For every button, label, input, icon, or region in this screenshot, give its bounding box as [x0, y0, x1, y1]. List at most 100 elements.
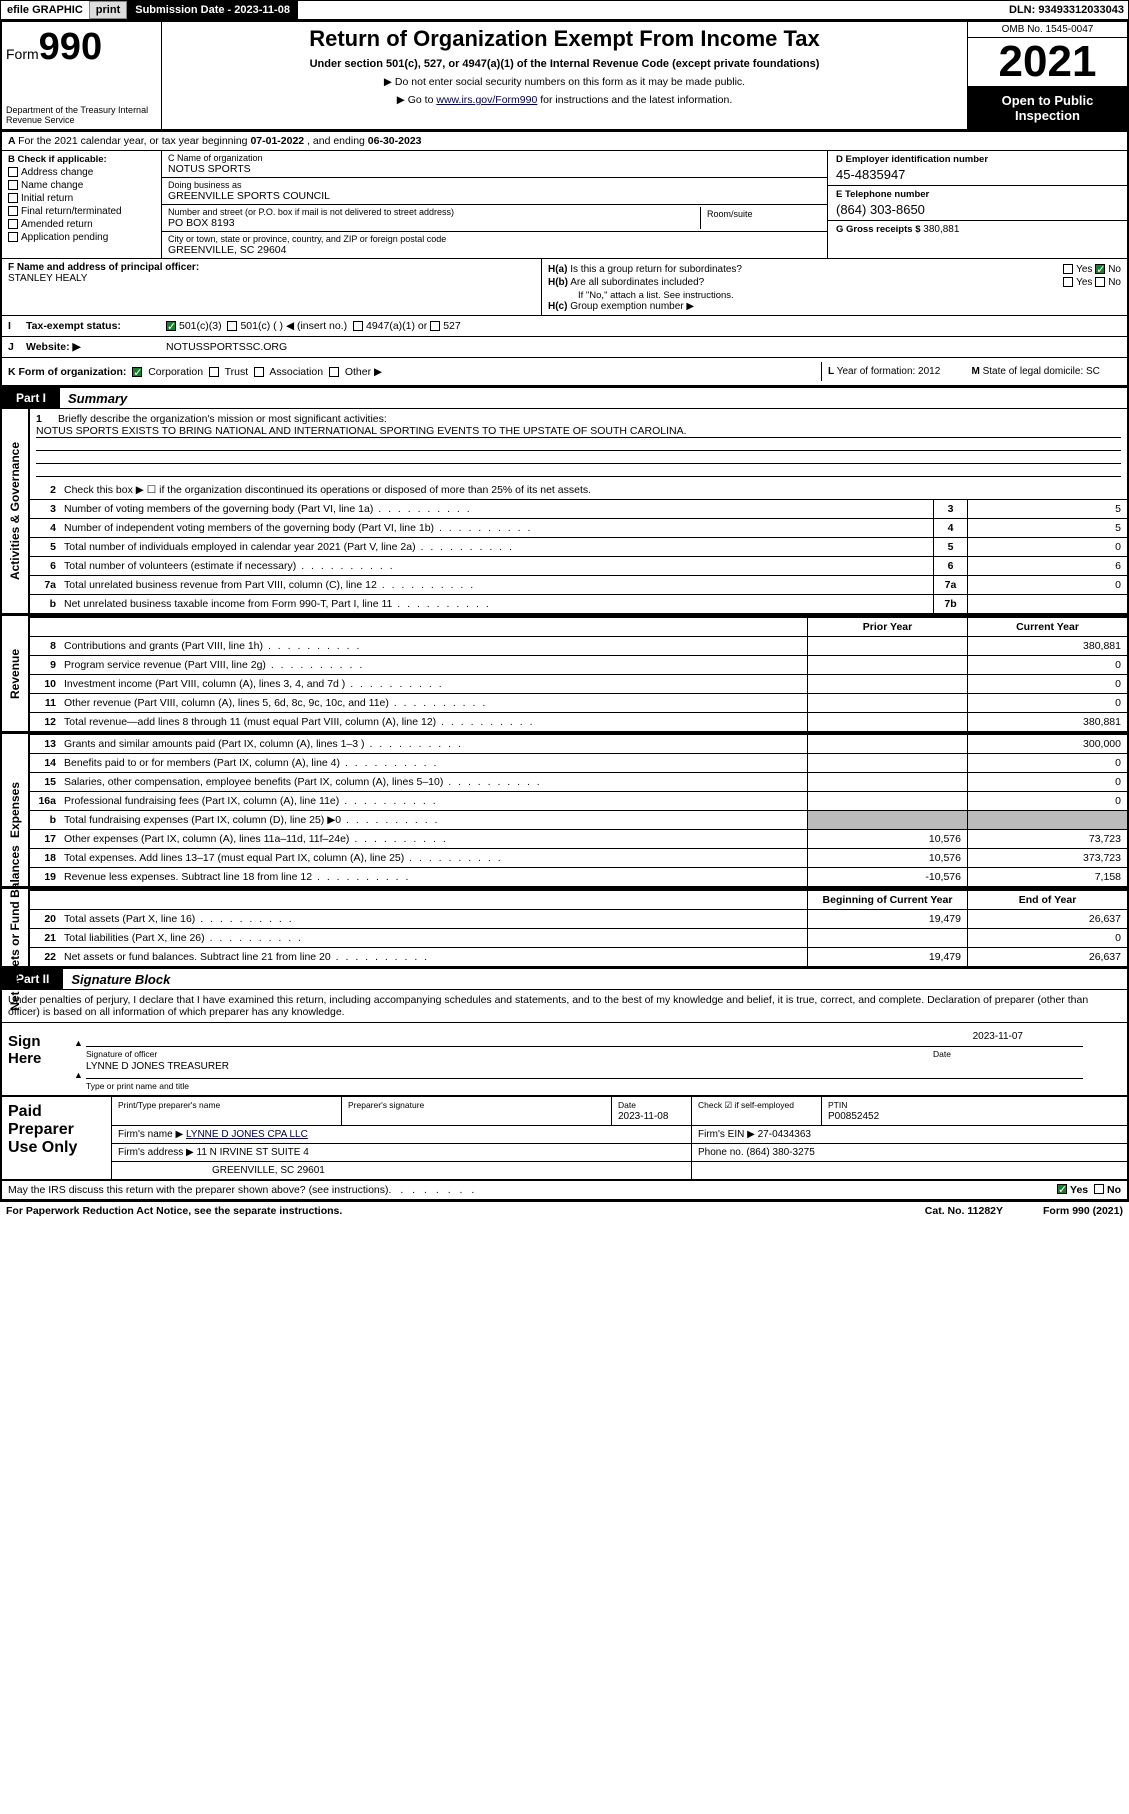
part-ii-header: Part II Signature Block [2, 969, 1127, 990]
col-current: Current Year [967, 618, 1127, 636]
sign-here-label: Sign Here [2, 1023, 72, 1095]
gov-line: bNet unrelated business taxable income f… [30, 594, 1127, 613]
paid-label: Paid Preparer Use Only [2, 1097, 112, 1179]
part-i-title: Summary [60, 391, 127, 406]
cb-trust[interactable] [209, 367, 219, 377]
ein-label: D Employer identification number [836, 154, 1119, 165]
sig-officer-cap: Signature of officer [76, 1049, 923, 1059]
paid-preparer-block: Paid Preparer Use Only Print/Type prepar… [2, 1097, 1127, 1181]
city-label: City or town, state or province, country… [168, 234, 821, 244]
dba-label: Doing business as [168, 180, 821, 190]
h-note: If "No," attach a list. See instructions… [578, 290, 1121, 301]
phone-label: E Telephone number [836, 189, 1119, 200]
form-number: Form990 [6, 26, 157, 69]
table-row: 19Revenue less expenses. Subtract line 1… [30, 867, 1127, 886]
gov-line: 7aTotal unrelated business revenue from … [30, 575, 1127, 594]
table-row: 17Other expenses (Part IX, column (A), l… [30, 829, 1127, 848]
table-row: 13Grants and similar amounts paid (Part … [30, 734, 1127, 753]
dln: DLN: 93493312033043 [1009, 4, 1128, 16]
sig-date-cap: Date [923, 1049, 1123, 1059]
cb-501c[interactable] [227, 321, 237, 331]
paid-addr-row: Firm's address ▶ 11 N IRVINE ST SUITE 4 … [112, 1144, 1127, 1162]
paid-addr2-row: GREENVILLE, SC 29601 [112, 1162, 1127, 1179]
cb-initial-return[interactable]: Initial return [8, 193, 155, 204]
cb-application-pending[interactable]: Application pending [8, 232, 155, 243]
box-h: H(a) Is this a group return for subordin… [542, 259, 1127, 315]
box-l-m: L Year of formation: 2012 M State of leg… [821, 362, 1121, 381]
table-row: 22Net assets or fund balances. Subtract … [30, 947, 1127, 966]
cb-corporation[interactable] [132, 367, 142, 377]
ein: 45-4835947 [836, 167, 1119, 182]
dept-label: Department of the Treasury Internal Reve… [6, 105, 157, 125]
box-f: F Name and address of principal officer:… [2, 259, 542, 315]
table-row: 20Total assets (Part X, line 16)19,47926… [30, 909, 1127, 928]
section-governance: Activities & Governance 1Briefly describ… [2, 409, 1127, 616]
form-subtitle: Under section 501(c), 527, or 4947(a)(1)… [170, 58, 959, 70]
cb-name-change[interactable]: Name change [8, 180, 155, 191]
website: NOTUSSPORTSSC.ORG [166, 341, 287, 353]
sign-here-block: Sign Here 2023-11-07 Signature of office… [2, 1023, 1127, 1097]
cb-association[interactable] [254, 367, 264, 377]
cb-527[interactable] [430, 321, 440, 331]
cb-discuss-no[interactable] [1094, 1184, 1104, 1194]
row-i-tax-status: I Tax-exempt status: 501(c)(3) 501(c) ( … [2, 316, 1127, 337]
cb-4947[interactable] [353, 321, 363, 331]
gross-label: G Gross receipts $ [836, 224, 920, 235]
table-row: 8Contributions and grants (Part VIII, li… [30, 636, 1127, 655]
org-name: NOTUS SPORTS [168, 163, 821, 175]
addr: PO BOX 8193 [168, 217, 700, 229]
table-row: 11Other revenue (Part VIII, column (A), … [30, 693, 1127, 712]
mission-text: NOTUS SPORTS EXISTS TO BRING NATIONAL AN… [36, 425, 1121, 438]
table-row: bTotal fundraising expenses (Part IX, co… [30, 810, 1127, 829]
table-row: 15Salaries, other compensation, employee… [30, 772, 1127, 791]
side-net: Net Assets or Fund Balances [2, 889, 30, 966]
form-container: Form990 Department of the Treasury Inter… [0, 20, 1129, 1201]
officer-name: STANLEY HEALY [8, 273, 87, 284]
table-row: 14Benefits paid to or for members (Part … [30, 753, 1127, 772]
sign-date: 2023-11-07 [973, 1031, 1023, 1042]
gross-receipts: 380,881 [923, 224, 959, 235]
row-j-website: J Website: ▶ NOTUSSPORTSSC.ORG [2, 337, 1127, 358]
cb-other[interactable] [329, 367, 339, 377]
efile-label: efile GRAPHIC [1, 2, 89, 18]
tax-year: 2021 [968, 38, 1127, 87]
box-d-e-g: D Employer identification number 45-4835… [827, 151, 1127, 258]
side-governance: Activities & Governance [2, 409, 30, 613]
table-row: 21Total liabilities (Part X, line 26)0 [30, 928, 1127, 947]
row-f-h: F Name and address of principal officer:… [2, 259, 1127, 316]
paid-header-row: Print/Type preparer's name Preparer's si… [112, 1097, 1127, 1126]
cb-501c3[interactable] [166, 321, 176, 331]
part-i-header: Part I Summary [2, 388, 1127, 409]
section-expenses: Expenses 13Grants and similar amounts pa… [2, 734, 1127, 889]
cb-address-change[interactable]: Address change [8, 167, 155, 178]
print-button[interactable]: print [89, 1, 127, 19]
table-row: 9Program service revenue (Part VIII, lin… [30, 655, 1127, 674]
discuss-row: May the IRS discuss this return with the… [2, 1181, 1127, 1199]
dba: GREENVILLE SPORTS COUNCIL [168, 190, 821, 202]
paid-firm-row: Firm's name ▶ LYNNE D JONES CPA LLC Firm… [112, 1126, 1127, 1144]
room-label: Room/suite [701, 207, 821, 229]
table-row: 12Total revenue—add lines 8 through 11 (… [30, 712, 1127, 731]
firm-link[interactable]: LYNNE D JONES CPA LLC [186, 1129, 308, 1140]
cat-no: Cat. No. 11282Y [925, 1205, 1003, 1217]
part-i-tag: Part I [2, 388, 60, 408]
open-public-badge: Open to Public Inspection [968, 87, 1127, 129]
irs-link[interactable]: www.irs.gov/Form990 [436, 94, 537, 106]
row-k-org-form: K Form of organization: Corporation Trus… [2, 358, 1127, 388]
signature-line[interactable]: 2023-11-07 [86, 1029, 1083, 1047]
box-b: B Check if applicable: Address change Na… [2, 151, 162, 258]
table-row: 16aProfessional fundraising fees (Part I… [30, 791, 1127, 810]
line-1-mission: 1Briefly describe the organization's mis… [30, 409, 1127, 481]
cb-discuss-yes[interactable] [1057, 1184, 1067, 1194]
gov-line: 6Total number of volunteers (estimate if… [30, 556, 1127, 575]
gov-line: 4Number of independent voting members of… [30, 518, 1127, 537]
footer-row: For Paperwork Reduction Act Notice, see … [0, 1201, 1129, 1220]
cb-amended[interactable]: Amended return [8, 219, 155, 230]
box-c: C Name of organization NOTUS SPORTS Doin… [162, 151, 827, 258]
side-revenue: Revenue [2, 616, 30, 731]
col-boy: Beginning of Current Year [807, 891, 967, 909]
cb-final-return[interactable]: Final return/terminated [8, 206, 155, 217]
rev-header: Prior Year Current Year [30, 616, 1127, 636]
name-line: LYNNE D JONES TREASURER [86, 1061, 1083, 1079]
phone: (864) 303-8650 [836, 202, 1119, 217]
